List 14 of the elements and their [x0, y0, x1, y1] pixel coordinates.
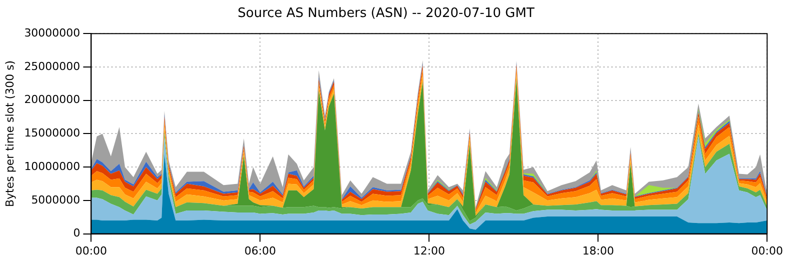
x-tick-label: 00:00 — [75, 244, 108, 258]
x-tick-label: 06:00 — [244, 244, 276, 258]
x-tick-label: 18:00 — [582, 244, 614, 258]
y-tick-label: 5000000 — [31, 193, 80, 206]
x-tick-label: 12:00 — [413, 244, 446, 258]
y-tick-label: 25000000 — [24, 60, 80, 73]
x-tick-label: 00:00 — [751, 244, 783, 258]
y-axis-title: Bytes per time slot (300 s) — [3, 60, 16, 208]
chart-title: Source AS Numbers (ASN) -- 2020-07-10 GMT — [238, 6, 534, 22]
y-tick-label: 20000000 — [24, 93, 80, 106]
y-tick-label: 0 — [73, 226, 80, 240]
y-tick-label: 15000000 — [24, 126, 80, 140]
y-tick-label: 30000000 — [24, 26, 80, 40]
y-tick-label: 10000000 — [24, 160, 80, 173]
